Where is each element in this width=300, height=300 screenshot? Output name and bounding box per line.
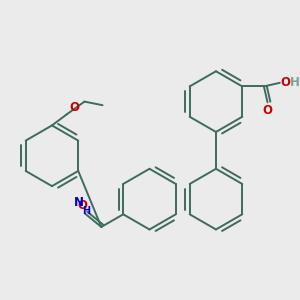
Text: H: H [290, 76, 300, 89]
Text: N: N [74, 196, 84, 209]
Text: O: O [280, 76, 290, 89]
Text: H: H [82, 206, 90, 216]
Text: O: O [77, 200, 88, 212]
Text: O: O [69, 101, 79, 114]
Text: O: O [262, 104, 272, 118]
